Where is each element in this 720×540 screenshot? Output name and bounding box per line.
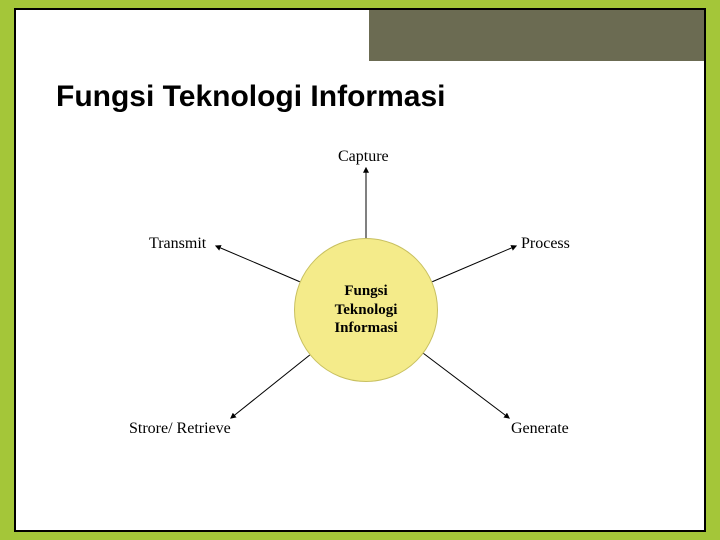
spoke-line xyxy=(216,246,300,282)
corner-decoration xyxy=(364,10,704,66)
node-label: Capture xyxy=(338,148,389,166)
node-label: Strore/ Retrieve xyxy=(129,420,231,438)
node-label: Transmit xyxy=(149,235,206,253)
radial-diagram: Capture Process Generate Strore/ Retrieve Tr… xyxy=(111,140,621,500)
spoke-line xyxy=(432,246,516,282)
center-circle: FungsiTeknologiInformasi xyxy=(294,238,438,382)
node-label: Generate xyxy=(511,420,569,438)
center-label: FungsiTeknologiInformasi xyxy=(334,282,397,338)
spoke-line xyxy=(423,353,509,418)
slide-title: Fungsi Teknologi Informasi xyxy=(56,80,445,114)
slide-frame: Fungsi Teknologi Informasi Capture Proces… xyxy=(14,8,706,532)
spoke-line xyxy=(231,355,310,418)
node-label: Process xyxy=(521,235,570,253)
